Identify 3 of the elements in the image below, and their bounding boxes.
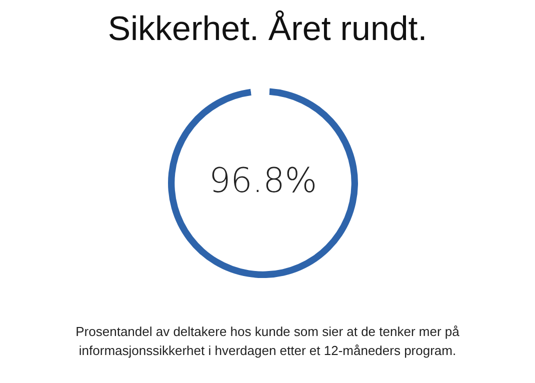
chart-title: Sikkerhet. Året rundt. bbox=[106, 10, 428, 49]
text: Prosentandel av deltakere hos kunde som sier at de tenker mer på informasjonssikkerhet i hverdagen etter et 12-måneders program. bbox=[74, 323, 460, 360]
data-label: 96.8% bbox=[208, 160, 318, 201]
